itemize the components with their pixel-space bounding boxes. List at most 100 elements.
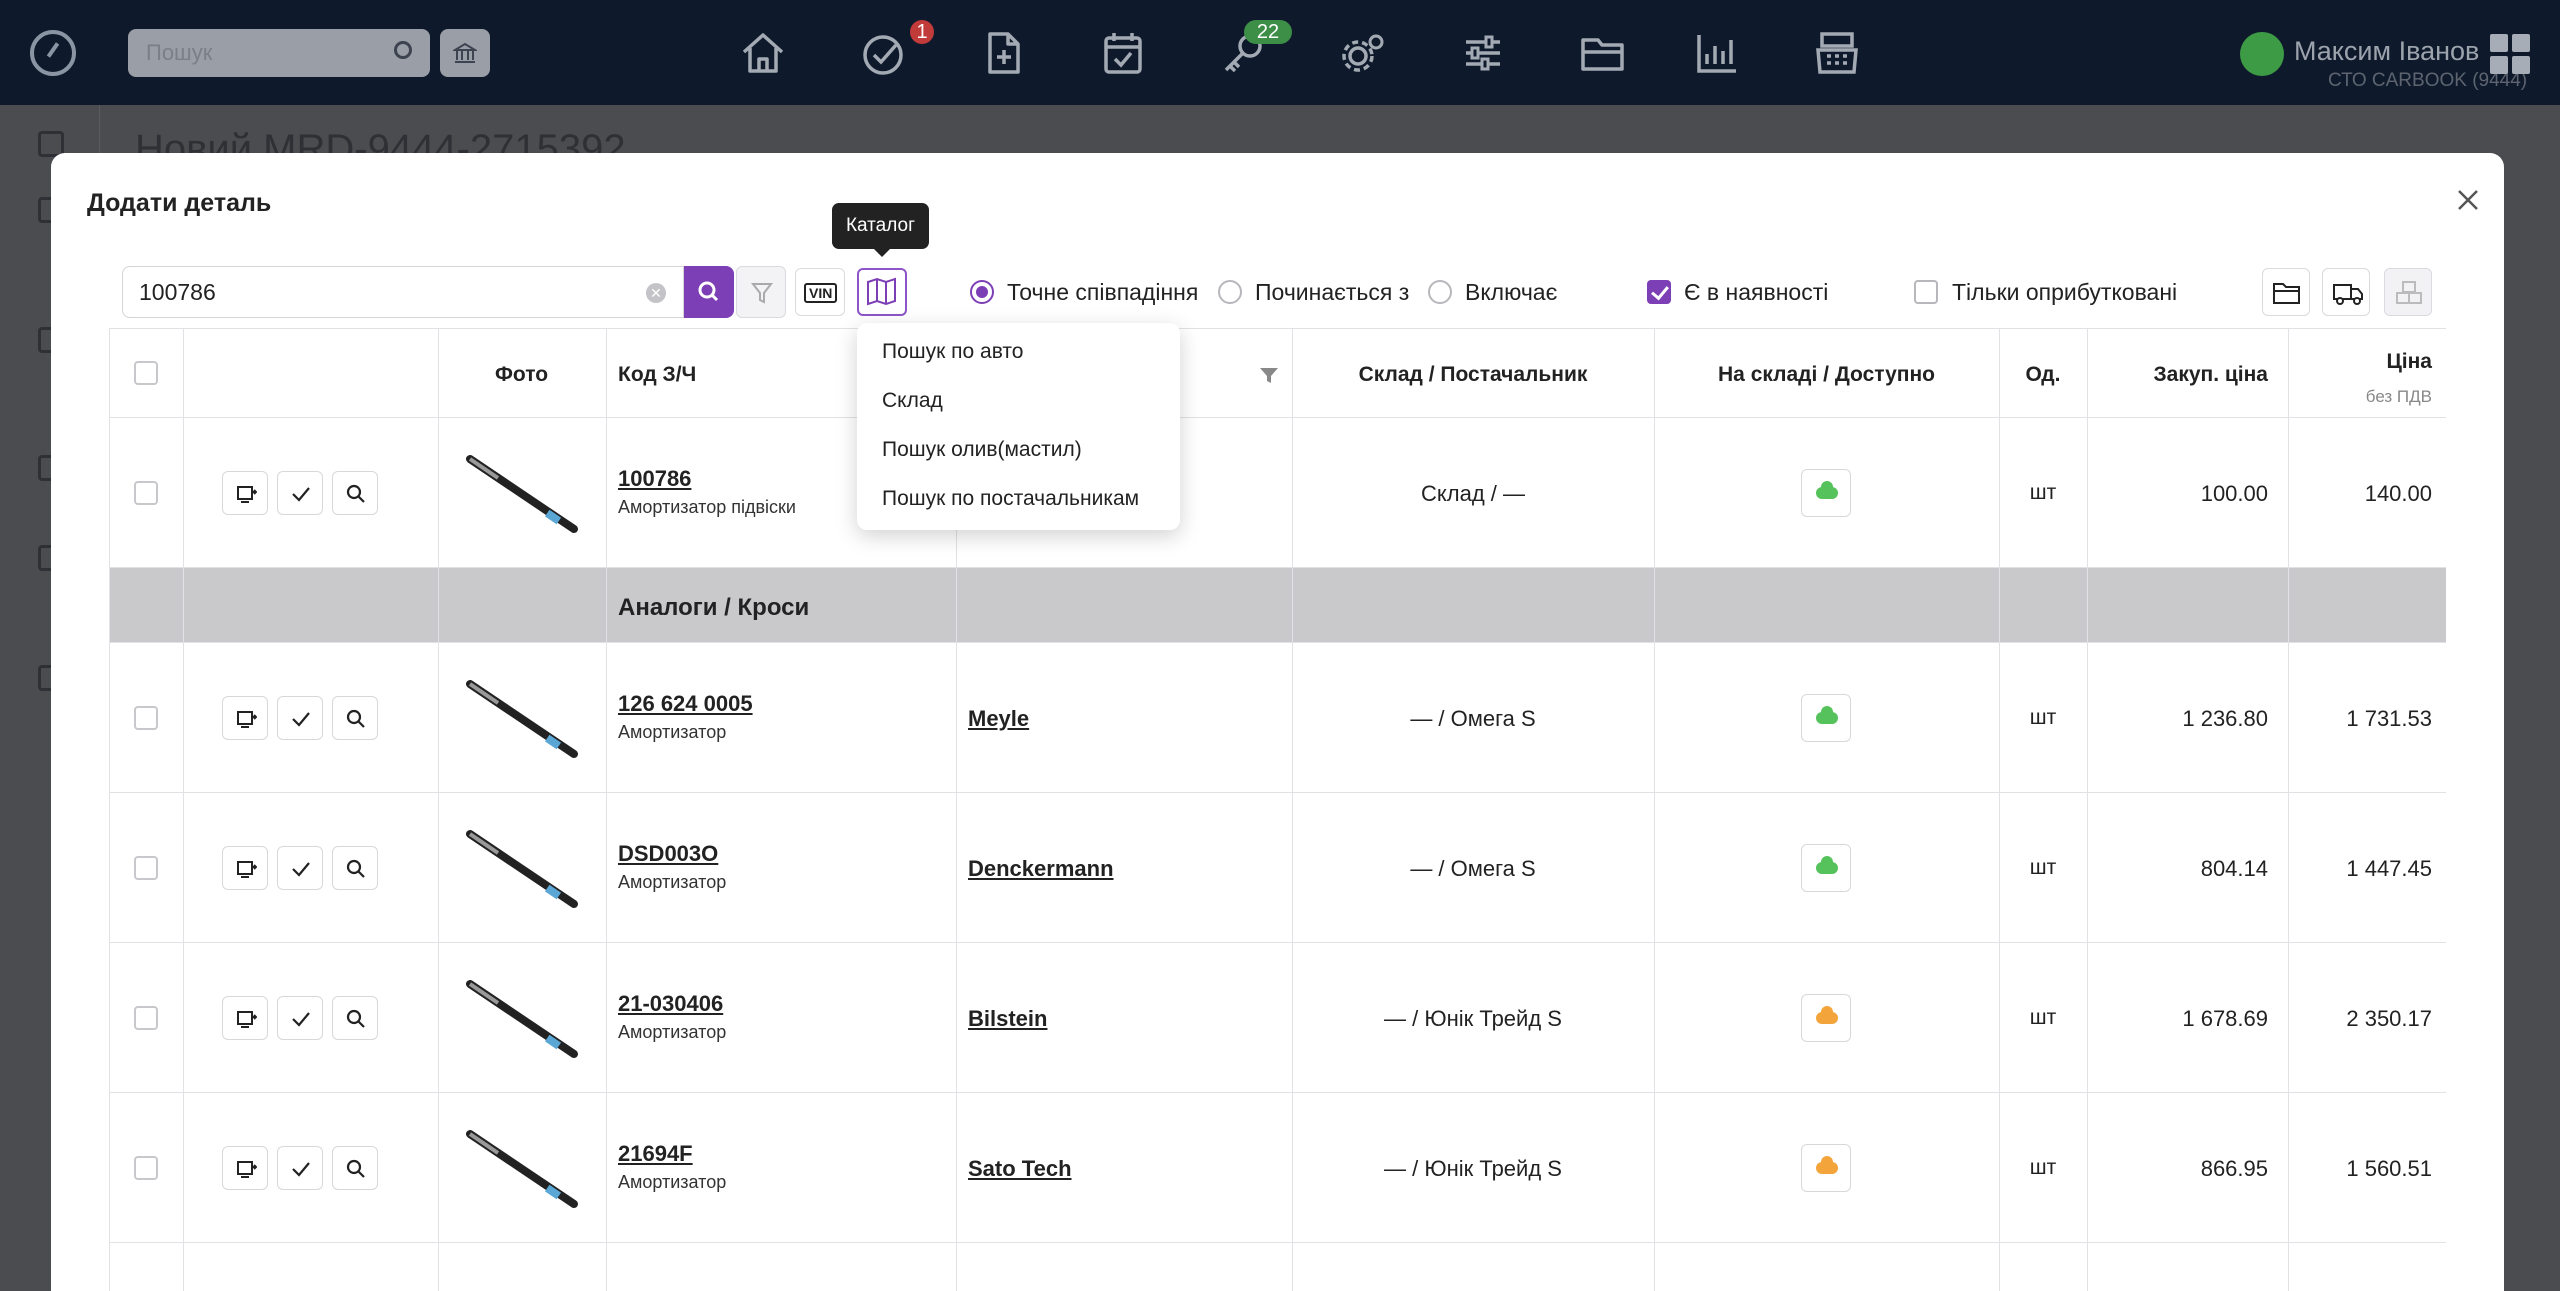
- availability-button[interactable]: [1801, 694, 1851, 742]
- only-received-checkbox[interactable]: [1914, 280, 1938, 304]
- row-checkbox[interactable]: [134, 1006, 158, 1030]
- match-contains-label: Включає: [1465, 279, 1558, 305]
- swap-button[interactable]: [222, 696, 268, 740]
- brand-link[interactable]: Bilstein: [968, 1006, 1048, 1031]
- nav-reports-icon[interactable]: [1690, 26, 1744, 80]
- nav-tasks-icon[interactable]: [856, 26, 910, 80]
- match-exact-label: Точне співпадіння: [1007, 279, 1199, 305]
- menu-item-search-by-car[interactable]: Пошук по авто: [882, 340, 1024, 363]
- row-checkbox[interactable]: [134, 481, 158, 505]
- part-search-input[interactable]: [139, 267, 619, 317]
- truck-icon: [2333, 284, 2363, 305]
- column-divider: [2087, 328, 2088, 1291]
- nav-new-document-icon[interactable]: [976, 26, 1030, 80]
- sale-price: 1 560.51: [2346, 1156, 2432, 1181]
- part-photo: [458, 1118, 586, 1218]
- in-stock-label: Є в наявності: [1684, 279, 1829, 305]
- in-stock-checkbox[interactable]: [1647, 280, 1671, 304]
- match-starts-with-radio[interactable]: [1218, 280, 1242, 304]
- purchase-price: 866.95: [2200, 1156, 2268, 1181]
- brand-link[interactable]: Sato Tech: [968, 1156, 1072, 1181]
- check-icon: [292, 712, 310, 727]
- modal-title: Додати деталь: [87, 189, 272, 217]
- find-analogs-button[interactable]: [332, 996, 378, 1040]
- menu-item-search-oils[interactable]: Пошук олив(мастил): [882, 438, 1082, 461]
- part-code-link[interactable]: 126 624 0005: [618, 691, 753, 716]
- row-checkbox[interactable]: [134, 1156, 158, 1180]
- filter-button[interactable]: [736, 266, 786, 318]
- availability-button[interactable]: [1801, 1144, 1851, 1192]
- swap-button[interactable]: [222, 1146, 268, 1190]
- replace-icon: [237, 861, 257, 878]
- confirm-button[interactable]: [277, 1146, 323, 1190]
- check-icon: [292, 1162, 310, 1177]
- nav-cash-register-icon[interactable]: [1810, 26, 1864, 80]
- unit-value: шт: [2029, 706, 2057, 729]
- part-code-link[interactable]: DSD003O: [618, 841, 719, 866]
- boxes-icon: [2396, 281, 2422, 304]
- cloud-status-icon: [1816, 481, 1838, 499]
- find-analogs-button[interactable]: [332, 696, 378, 740]
- confirm-button[interactable]: [277, 846, 323, 890]
- nav-folder-icon[interactable]: [1576, 26, 1630, 80]
- catalog-button[interactable]: [857, 268, 907, 316]
- menu-item-search-by-suppliers[interactable]: Пошук по постачальникам: [882, 487, 1140, 510]
- find-analogs-button[interactable]: [332, 1146, 378, 1190]
- global-search-input[interactable]: Пошук: [128, 29, 430, 77]
- suppliers-button[interactable]: [2322, 268, 2370, 316]
- clear-search-icon[interactable]: ✕: [646, 283, 666, 303]
- part-code-link[interactable]: 21-030406: [618, 991, 724, 1016]
- brand-link[interactable]: Denckermann: [968, 856, 1114, 881]
- find-analogs-button[interactable]: [332, 846, 378, 890]
- availability-button[interactable]: [1801, 844, 1851, 892]
- match-contains-radio[interactable]: [1428, 280, 1452, 304]
- match-exact-radio[interactable]: [970, 280, 994, 304]
- part-photo: [458, 818, 586, 918]
- part-code-link[interactable]: 100786: [618, 466, 692, 491]
- cloud-status-icon: [1816, 856, 1838, 874]
- sale-price: 140.00: [2364, 481, 2432, 506]
- apps-grid-icon[interactable]: [2490, 34, 2530, 74]
- part-search-field[interactable]: ✕: [122, 266, 684, 318]
- column-filter-icon[interactable]: [1258, 364, 1280, 386]
- swap-button[interactable]: [222, 846, 268, 890]
- select-all-checkbox[interactable]: [134, 361, 158, 385]
- close-icon[interactable]: [2451, 183, 2485, 217]
- availability-button[interactable]: [1801, 994, 1851, 1042]
- bank-button[interactable]: [440, 29, 490, 77]
- nav-sliders-icon[interactable]: [1456, 26, 1510, 80]
- confirm-button[interactable]: [277, 471, 323, 515]
- confirm-button[interactable]: [277, 696, 323, 740]
- search-button[interactable]: [684, 266, 734, 318]
- vin-search-button[interactable]: VIN: [795, 268, 845, 316]
- part-code-link[interactable]: 21694F: [618, 1141, 693, 1166]
- global-search-placeholder: Пошук: [146, 40, 213, 65]
- nav-home-icon[interactable]: [736, 26, 790, 80]
- row-checkbox[interactable]: [134, 706, 158, 730]
- nav-settings-icon[interactable]: [1336, 26, 1390, 80]
- brand-link[interactable]: Meyle: [968, 706, 1030, 731]
- unit-value: шт: [2029, 1006, 2057, 1029]
- app-logo-icon[interactable]: [30, 30, 76, 76]
- sidebar-item-icon: [38, 131, 64, 157]
- catalog-tooltip: Каталог: [832, 203, 929, 257]
- bank-icon: [453, 42, 477, 63]
- organization-name: СТО CARBOOK (9444): [2328, 70, 2528, 91]
- stock-supplier: — / Юнік Трейд S: [1384, 1156, 1562, 1181]
- check-icon: [292, 1012, 310, 1027]
- part-photo: [458, 968, 586, 1068]
- column-divider: [2288, 328, 2289, 1291]
- swap-button[interactable]: [222, 471, 268, 515]
- availability-button[interactable]: [1801, 469, 1851, 517]
- user-menu[interactable]: Максим Іванов СТО CARBOOK (9444): [2240, 28, 2540, 91]
- search-icon: [346, 1009, 365, 1028]
- find-analogs-button[interactable]: [332, 471, 378, 515]
- open-folder-button[interactable]: [2262, 268, 2310, 316]
- nav-calendar-icon[interactable]: [1096, 26, 1150, 80]
- part-description: Амортизатор: [618, 1172, 727, 1192]
- warehouse-boxes-button[interactable]: [2384, 268, 2432, 316]
- swap-button[interactable]: [222, 996, 268, 1040]
- confirm-button[interactable]: [277, 996, 323, 1040]
- menu-item-warehouse[interactable]: Склад: [882, 389, 943, 412]
- row-checkbox[interactable]: [134, 856, 158, 880]
